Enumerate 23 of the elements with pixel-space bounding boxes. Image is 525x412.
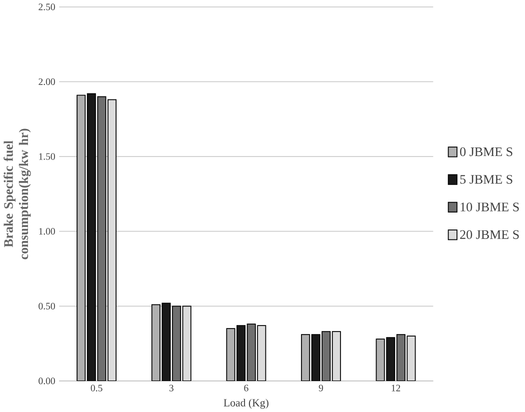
y-tick-label: 2.50 — [38, 3, 55, 10]
y-tick-label: 0.00 — [38, 377, 55, 384]
x-tick-label: 0.5 — [90, 384, 102, 392]
bar — [406, 335, 416, 381]
bar — [182, 306, 192, 381]
x-axis-title: Load (Kg) — [224, 398, 268, 409]
x-tick-label: 6 — [244, 384, 248, 392]
y-tick-label: 1.00 — [39, 228, 55, 234]
bar — [386, 336, 396, 381]
legend-label: 5 JBME S — [460, 174, 512, 184]
y-tick-label: 1.50 — [39, 153, 55, 160]
legend-label: 10 JBME S — [460, 202, 519, 212]
x-tick-label: 3 — [169, 384, 174, 392]
legend-label: 0 JBME S — [460, 147, 512, 156]
x-tick-label: 12 — [392, 384, 400, 392]
x-tick-label: 9 — [318, 384, 324, 392]
bar — [257, 324, 266, 381]
bar — [162, 302, 171, 381]
y-tick-label: 0.50 — [38, 302, 55, 310]
y-axis-title: Brake Specific fuel consumption(kg/kw hr) — [4, 128, 31, 260]
legend-label: 20 JBME S — [460, 230, 519, 239]
y-tick-label: 2.00 — [38, 78, 55, 85]
bar — [311, 334, 320, 381]
